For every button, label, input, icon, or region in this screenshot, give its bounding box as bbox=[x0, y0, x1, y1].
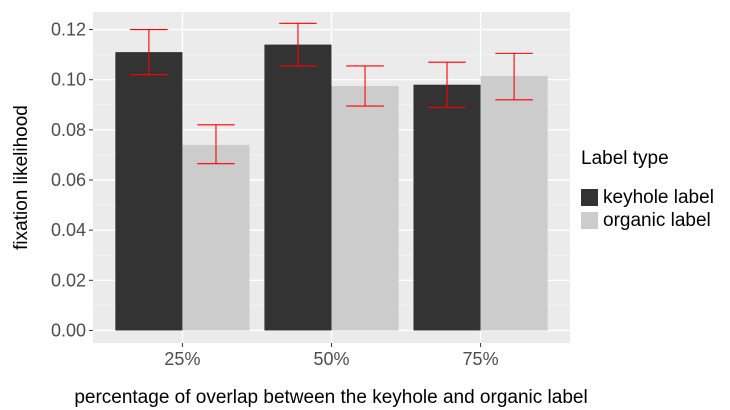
legend-item-keyhole: keyhole label bbox=[581, 186, 714, 209]
x-axis-title: percentage of overlap between the keyhol… bbox=[74, 387, 587, 408]
y-tick-label: 0.06 bbox=[51, 170, 86, 190]
y-tick-label: 0.12 bbox=[51, 20, 86, 40]
x-tick-label: 50% bbox=[313, 349, 349, 369]
y-tick-label: 0.08 bbox=[51, 120, 86, 140]
legend-swatch-organic bbox=[581, 212, 598, 229]
legend: Label type keyhole label organic label bbox=[581, 148, 714, 232]
bar-organic bbox=[331, 85, 399, 331]
y-tick-label: 0.02 bbox=[51, 270, 86, 290]
legend-item-organic: organic label bbox=[581, 209, 714, 232]
x-tick-label: 75% bbox=[463, 349, 499, 369]
legend-swatch-keyhole bbox=[581, 189, 598, 206]
y-tick-label: 0.04 bbox=[51, 220, 86, 240]
x-tick-label: 25% bbox=[164, 349, 200, 369]
bar-organic bbox=[182, 144, 250, 331]
legend-label-keyhole: keyhole label bbox=[603, 186, 714, 208]
legend-label-organic: organic label bbox=[603, 209, 711, 231]
bar-keyhole bbox=[264, 44, 332, 331]
y-tick-label: 0.00 bbox=[51, 320, 86, 340]
bar-keyhole bbox=[115, 52, 183, 331]
bar-keyhole bbox=[413, 84, 481, 331]
bar-organic bbox=[480, 75, 548, 331]
y-axis-title: fixation likelihood bbox=[11, 105, 32, 250]
y-tick-label: 0.10 bbox=[51, 70, 86, 90]
legend-title: Label type bbox=[581, 148, 669, 169]
